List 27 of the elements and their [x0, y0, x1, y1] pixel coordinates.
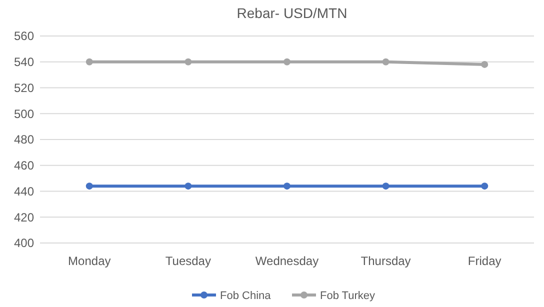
point — [86, 58, 93, 66]
x-tick-label: Friday — [468, 254, 502, 268]
point — [184, 58, 192, 66]
y-tick-label: 460 — [14, 158, 34, 173]
legend-label: Fob Turkey — [320, 290, 376, 302]
point — [481, 182, 488, 190]
y-tick-label: 520 — [14, 80, 34, 95]
point — [284, 58, 290, 66]
y-tick-label: 500 — [14, 106, 34, 121]
y-tick-label: 400 — [14, 236, 34, 250]
point — [284, 182, 290, 190]
y-tick-label: 420 — [14, 210, 34, 224]
point — [382, 58, 390, 66]
y-tick-label: 440 — [14, 184, 34, 198]
y-tick-label: 480 — [14, 132, 34, 147]
legend-label: Fob China — [220, 290, 272, 302]
y-tick-label: 540 — [14, 55, 34, 70]
point — [481, 60, 488, 68]
x-tick-label: Tuesday — [165, 254, 211, 268]
point — [86, 182, 93, 190]
chart-title: Rebar- USD/MTN — [236, 5, 348, 21]
x-tick-label: Wednesday — [255, 254, 319, 268]
y-tick-label: 560 — [14, 29, 34, 44]
x-tick-label: Thursday — [360, 254, 411, 268]
x-tick-label: Monday — [68, 254, 111, 268]
point — [184, 182, 192, 190]
point — [382, 182, 390, 190]
